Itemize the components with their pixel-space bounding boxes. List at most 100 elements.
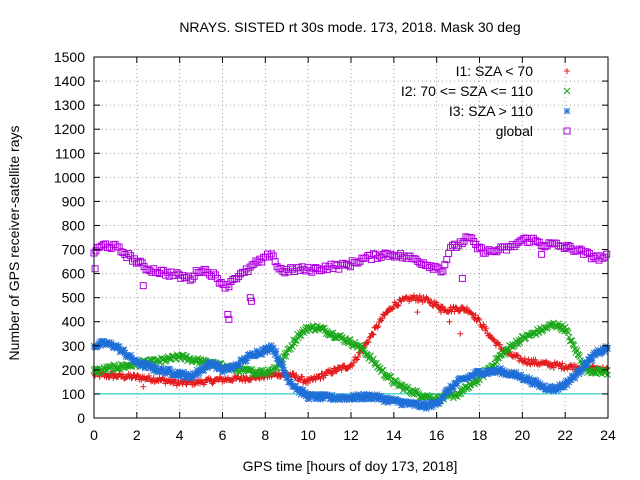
data-point: [347, 336, 354, 343]
outlier-point: [246, 294, 254, 302]
x-tick-label: 18: [472, 427, 488, 443]
data-point: [378, 366, 386, 374]
data-point: [319, 325, 326, 332]
y-tick-label: 400: [62, 314, 86, 330]
y-tick-label: 1100: [55, 145, 85, 161]
data-point: [338, 366, 345, 373]
data-point: [416, 259, 424, 267]
data-point: [354, 356, 361, 363]
data-point: [282, 352, 290, 360]
outlier-point: [414, 309, 421, 316]
outlier-point: [140, 383, 147, 390]
data-point: [106, 374, 113, 381]
data-point: [567, 337, 575, 344]
data-point: [115, 243, 123, 251]
y-tick-label: 1200: [54, 121, 85, 137]
series-3: [90, 233, 611, 292]
data-point: [466, 233, 474, 241]
data-point: [348, 257, 356, 265]
y-tick-label: 600: [62, 266, 86, 282]
data-point: [454, 242, 462, 250]
axis-ticks: 0100200300400500600700800900100011001200…: [54, 49, 616, 443]
data-point: [441, 261, 449, 269]
x-tick-label: 20: [515, 427, 531, 443]
y-tick-label: 200: [62, 362, 86, 378]
data-point: [560, 327, 568, 335]
data-point: [433, 263, 441, 271]
data-point: [159, 266, 167, 274]
data-point: [327, 366, 334, 373]
data-point: [271, 258, 279, 266]
data-point: [240, 373, 247, 380]
data-point: [508, 241, 516, 249]
data-point: [221, 284, 229, 292]
data-point: [210, 269, 218, 277]
data-point: [244, 267, 252, 275]
x-tick-label: 16: [429, 427, 445, 443]
data-point: [317, 375, 324, 382]
y-tick-label: 300: [62, 338, 86, 354]
data-point: [456, 386, 464, 394]
data-point: [274, 354, 282, 362]
data-point: [213, 274, 221, 282]
x-tick-label: 10: [300, 427, 316, 443]
data-point: [330, 369, 337, 376]
data-point: [520, 235, 528, 243]
data-point: [374, 324, 381, 331]
data-point: [456, 238, 464, 246]
data-point: [425, 264, 433, 272]
data-point: [186, 276, 194, 284]
data-point: [413, 294, 420, 301]
data-point: [366, 352, 373, 360]
data-point: [248, 376, 255, 383]
data-point: [108, 367, 116, 375]
y-tick-label: 700: [62, 242, 86, 258]
data-point: [275, 265, 283, 273]
y-tick-label: 1500: [54, 49, 85, 65]
data-point: [293, 372, 300, 379]
legend-label: I1: SZA < 70: [456, 63, 534, 79]
data-point: [491, 247, 499, 255]
data-point: [394, 303, 401, 310]
legend-marker: [563, 107, 571, 115]
data-point: [526, 238, 534, 246]
data-point: [528, 234, 536, 242]
data-point: [355, 353, 362, 360]
data-point: [304, 380, 311, 387]
data-point: [258, 258, 266, 266]
data-point: [469, 311, 476, 318]
legend: I1: SZA < 70 I2: 70 <= SZA <= 110 I3: SZA …: [401, 63, 571, 139]
data-point: [516, 339, 524, 347]
data-point: [423, 261, 431, 269]
x-tick-label: 0: [90, 427, 98, 443]
data-point: [412, 255, 420, 263]
data-point: [138, 259, 146, 267]
data-point: [332, 368, 339, 375]
data-point: [352, 258, 360, 266]
data-point: [558, 242, 566, 250]
data-point: [287, 264, 295, 272]
data-point: [582, 248, 590, 256]
data-point: [445, 249, 453, 257]
outlier-point: [139, 282, 147, 290]
data-point: [369, 331, 376, 338]
data-point: [145, 372, 152, 379]
y-tick-label: 500: [62, 290, 86, 306]
data-point: [589, 253, 597, 261]
data-point: [395, 302, 402, 309]
data-point: [468, 310, 475, 317]
x-tick-label: 22: [557, 427, 573, 443]
outlier-point: [538, 250, 546, 258]
outlier-point: [446, 318, 453, 325]
data-point: [333, 367, 340, 374]
data-point: [346, 336, 353, 344]
legend-marker: [563, 87, 571, 95]
data-point: [463, 304, 470, 311]
data-point: [496, 341, 503, 348]
x-tick-label: 14: [386, 427, 402, 443]
data-point: [370, 331, 377, 338]
data-point: [576, 353, 584, 360]
legend-label: global: [496, 123, 533, 139]
outlier-point: [224, 311, 232, 319]
y-tick-label: 100: [62, 386, 86, 402]
